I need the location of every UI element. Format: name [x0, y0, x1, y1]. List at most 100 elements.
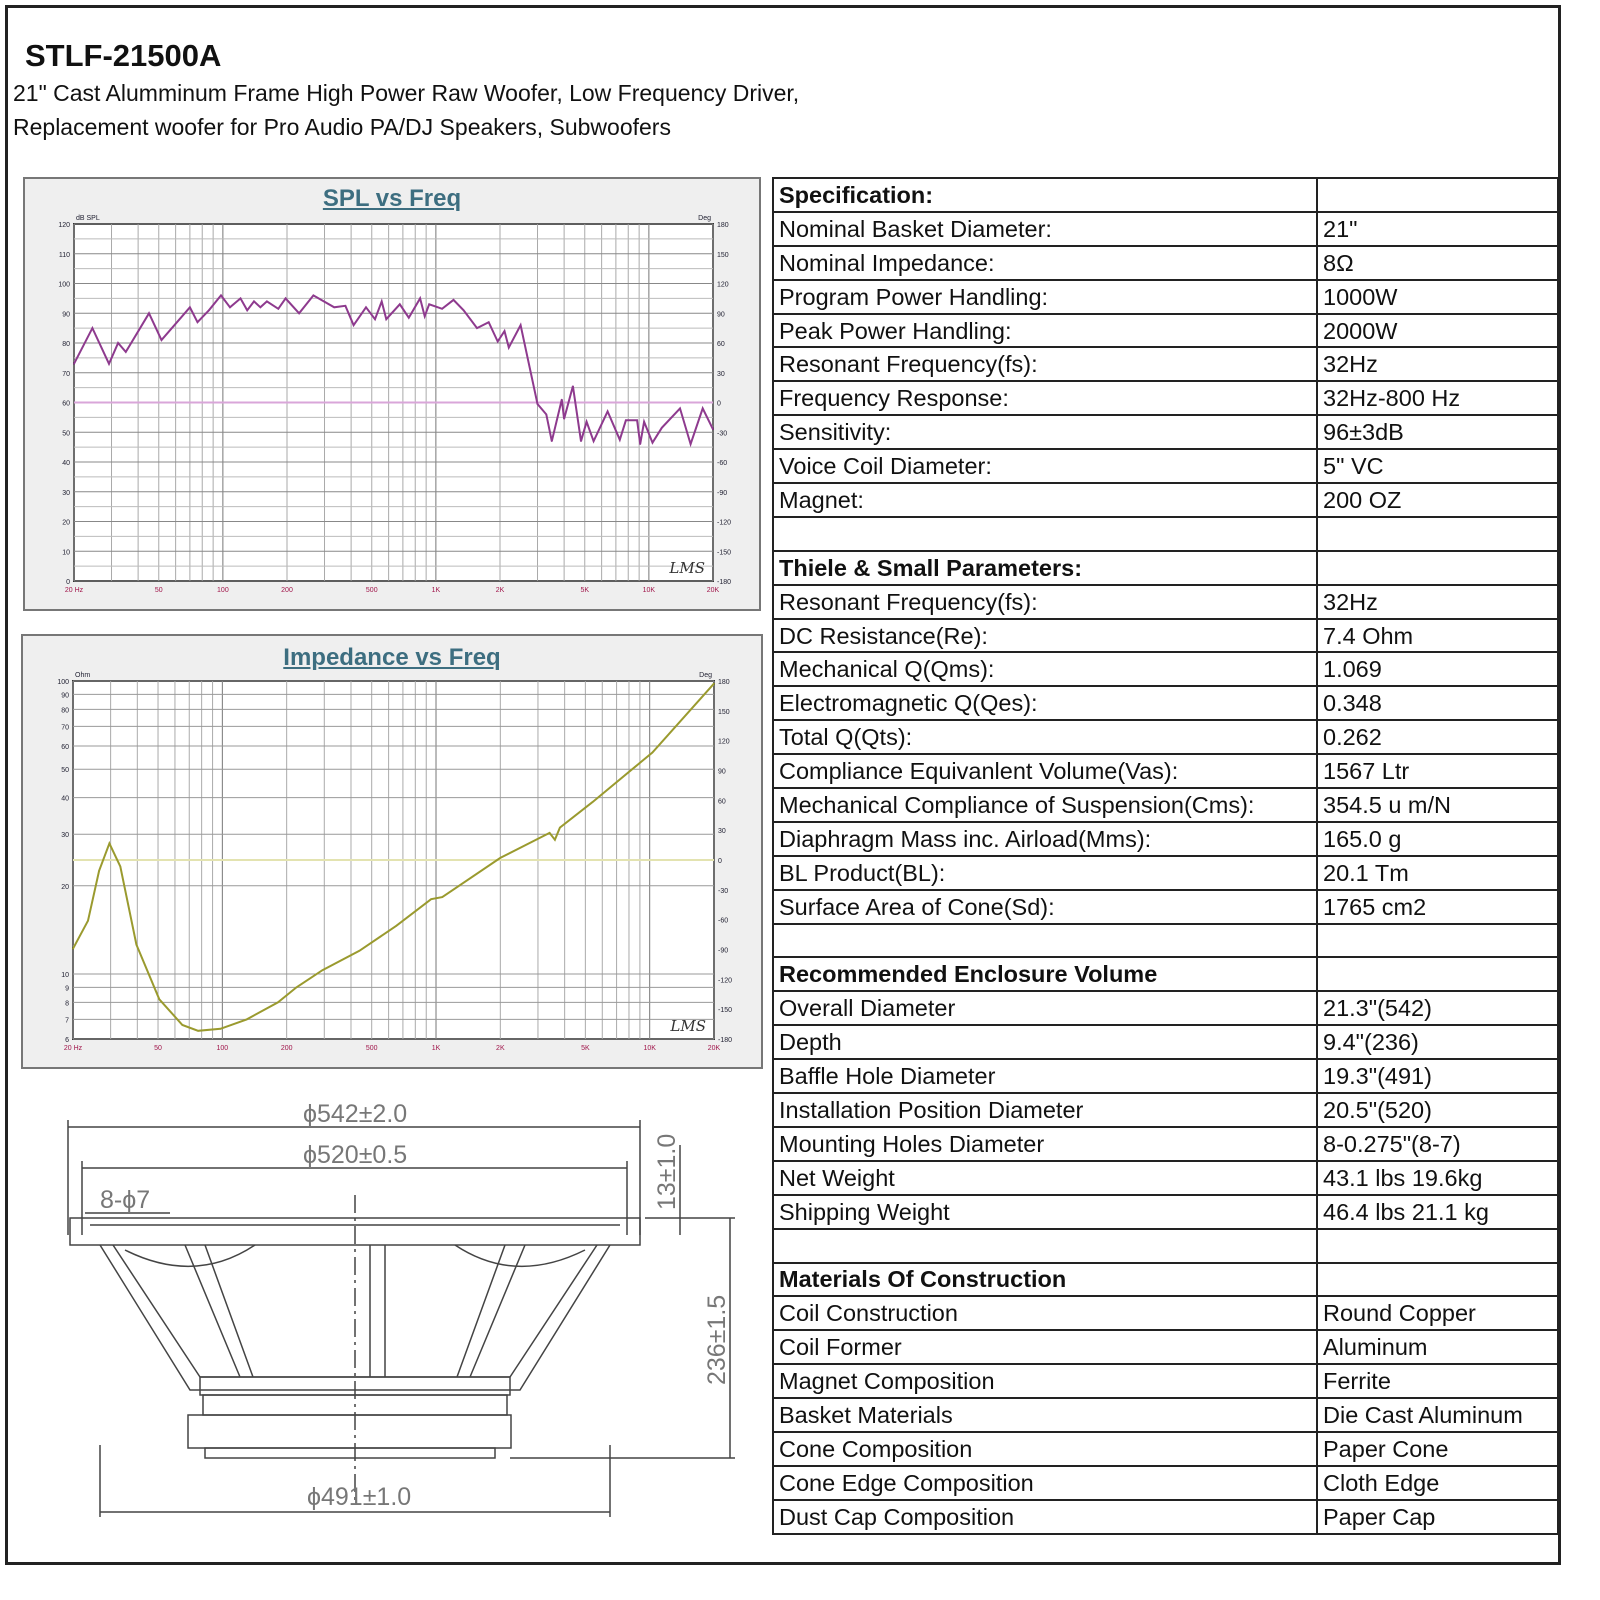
y-tick-label: 100 — [58, 282, 70, 289]
spec-value: Paper Cap — [1316, 1498, 1559, 1535]
x-tick-label: 100 — [217, 587, 229, 594]
table-row: Shipping Weight 46.4 lbs 21.1 kg — [772, 1193, 1559, 1230]
spec-value — [1316, 549, 1559, 586]
table-row: Coil Construction Round Copper — [772, 1295, 1559, 1332]
spec-label: Mounting Holes Diameter — [772, 1125, 1318, 1162]
spec-value — [1316, 1227, 1559, 1264]
table-row — [772, 1227, 1559, 1264]
spec-value: 1765 cm2 — [1316, 888, 1559, 925]
y-tick-label: 30 — [62, 490, 70, 497]
spec-value — [1316, 515, 1559, 552]
y2-tick-label: -120 — [718, 977, 732, 984]
data-point — [395, 925, 398, 927]
y-tick-label: 7 — [65, 1017, 69, 1024]
table-row: Basket Materials Die Cast Aluminum — [772, 1397, 1559, 1433]
section-header-row: Specification: — [772, 177, 1559, 213]
table-row: Baffle Hole Diameter 19.3"(491) — [772, 1058, 1559, 1095]
y-tick-label: 40 — [62, 460, 70, 467]
data-point — [398, 303, 401, 306]
spec-label: DC Resistance(Re): — [772, 617, 1318, 654]
data-point — [220, 294, 222, 297]
table-row: Resonant Frequency(fs): 32Hz — [772, 583, 1559, 620]
y2-tick-label: -30 — [718, 888, 728, 895]
spec-label: BL Product(BL): — [772, 854, 1318, 891]
data-point — [98, 870, 100, 872]
y-tick-label: 60 — [62, 401, 70, 408]
y-tick-label: 10 — [62, 549, 70, 556]
spec-label: Net Weight — [772, 1159, 1318, 1196]
data-point — [365, 306, 367, 309]
spec-value: 7.4 Ohm — [1316, 617, 1559, 654]
spec-value: 165.0 g — [1316, 820, 1559, 857]
spec-label: Coil Former — [772, 1329, 1318, 1366]
data-point — [572, 385, 574, 387]
data-point — [428, 303, 430, 306]
data-point — [344, 305, 347, 307]
table-row: Magnet: 200 OZ — [772, 482, 1559, 518]
spec-label: Mechanical Q(Qms): — [772, 651, 1318, 688]
table-row: Installation Position Diameter 20.5"(520) — [772, 1092, 1559, 1128]
y-tick-label: 40 — [61, 796, 69, 803]
data-point — [158, 998, 161, 1001]
x-tick-label: 200 — [281, 1045, 293, 1052]
spec-value: 1000W — [1316, 278, 1559, 315]
y2-tick-label: -180 — [717, 579, 731, 586]
x-tick-label: 500 — [366, 587, 378, 594]
data-point — [196, 321, 199, 323]
table-row: BL Product(BL): 20.1 Tm — [772, 854, 1559, 891]
data-point — [701, 407, 704, 410]
data-point — [259, 306, 262, 309]
spec-value: 21.3"(542) — [1316, 990, 1559, 1027]
x-tick-label: 20 Hz — [65, 587, 84, 594]
spec-value: 43.1 lbs 19.6kg — [1316, 1159, 1559, 1196]
y2-tick-label: -120 — [717, 520, 731, 527]
x-tick-label: 100 — [217, 1045, 229, 1052]
data-point — [423, 315, 426, 318]
spec-label: Basket Materials — [772, 1397, 1318, 1433]
table-row: Nominal Impedance: 8Ω — [772, 244, 1559, 281]
y2-tick-label: 90 — [717, 311, 725, 318]
y-tick-label: 50 — [62, 430, 70, 437]
table-row: Depth 9.4"(236) — [772, 1024, 1559, 1061]
section-header-row: Thiele & Small Parameters: — [772, 549, 1559, 586]
data-point — [87, 919, 89, 922]
table-row: Program Power Handling: 1000W — [772, 278, 1559, 315]
y2-tick-label: 90 — [718, 769, 726, 776]
data-point — [72, 947, 74, 950]
spec-value: 32Hz-800 Hz — [1316, 380, 1559, 417]
spec-label: Total Q(Qts): — [772, 719, 1318, 756]
y-tick-label: 8 — [65, 1000, 69, 1007]
dim-install-diameter: ϕ520±0.5 — [303, 1141, 407, 1169]
lms-watermark: LMS — [669, 1017, 706, 1035]
data-point — [277, 307, 280, 310]
data-point — [219, 1028, 222, 1030]
data-point — [312, 294, 315, 297]
table-row: Peak Power Handling: 2000W — [772, 312, 1559, 349]
specification-table: Specification: Nominal Basket Diameter: 21… — [772, 177, 1559, 1535]
data-point — [499, 857, 502, 859]
data-point — [108, 842, 111, 845]
data-point — [135, 943, 138, 946]
table-row: Resonant Frequency(fs): 32Hz — [772, 346, 1559, 383]
x-tick-label: 1K — [432, 1045, 441, 1052]
x-tick-label: 20 Hz — [64, 1045, 83, 1052]
y2-tick-label: -150 — [717, 549, 731, 556]
spec-value: 8-0.275"(8-7) — [1316, 1125, 1559, 1162]
data-point — [284, 297, 287, 300]
table-row: Voice Coil Diameter: 5" VC — [772, 448, 1559, 485]
spec-label: Frequency Response: — [772, 380, 1318, 417]
spec-value — [1316, 956, 1559, 993]
data-point — [298, 312, 300, 315]
data-point — [229, 306, 231, 309]
dim-flange-thickness: 13±1.0 — [653, 1134, 681, 1210]
y2-tick-label: -150 — [718, 1007, 732, 1014]
spec-value: 1.069 — [1316, 651, 1559, 688]
data-point — [119, 865, 122, 868]
y-tick-label: 110 — [59, 252, 70, 259]
impedance-chart: Impedance vs Freq 6 7 8 9 10 20 30 40 50 60 70 80 90… — [21, 634, 763, 1069]
data-point — [559, 826, 561, 829]
spec-value: 5" VC — [1316, 448, 1559, 485]
x-tick-label: 200 — [281, 587, 293, 594]
spec-value: Aluminum — [1316, 1329, 1559, 1366]
x-tick-label: 5K — [581, 1045, 590, 1052]
